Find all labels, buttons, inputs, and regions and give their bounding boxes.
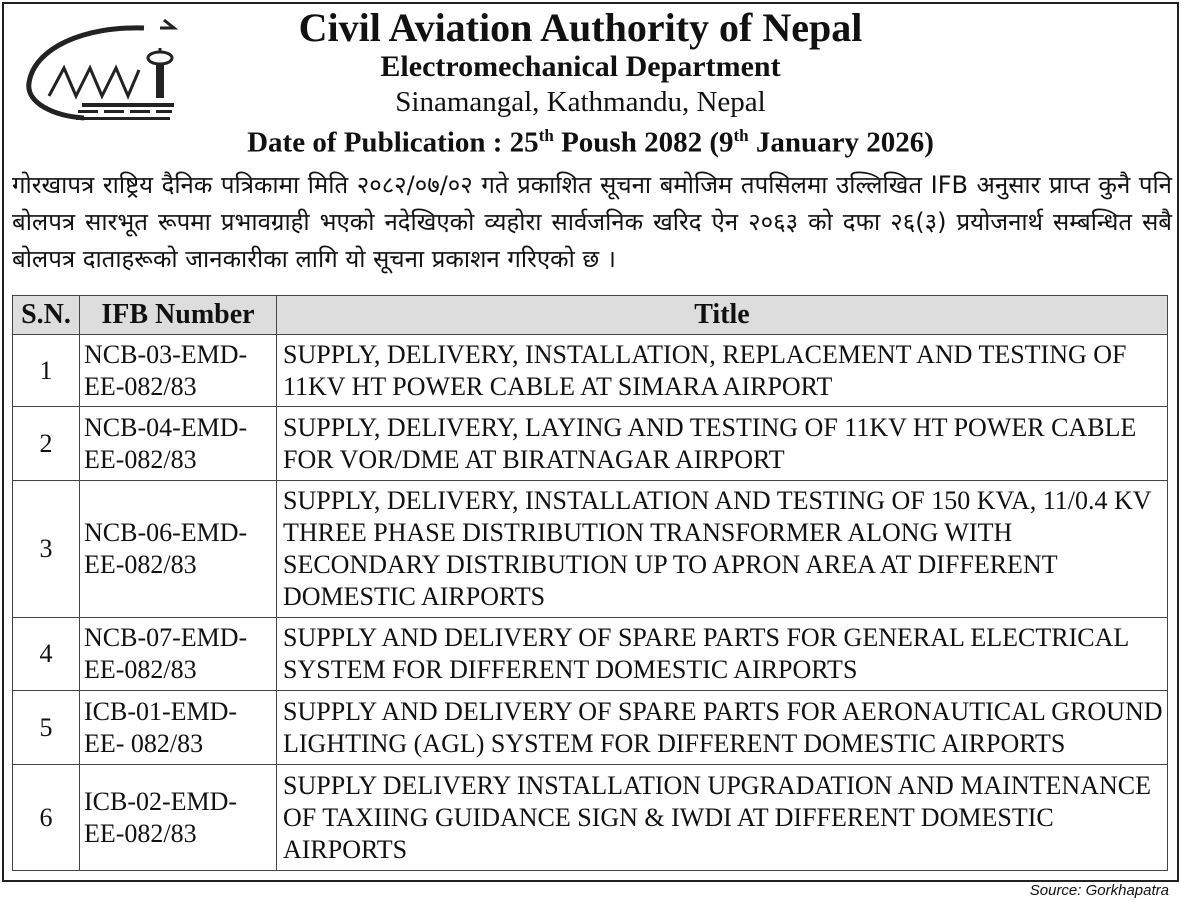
table-row: 2 NCB-04-EMD-EE-082/83 SUPPLY, DELIVERY,… bbox=[12, 406, 1168, 481]
cell-ifb: NCB-04-EMD-EE-082/83 bbox=[79, 406, 277, 481]
cell-sn: 6 bbox=[12, 764, 80, 871]
table-row: 5 ICB-01-EMD-EE- 082/83 SUPPLY AND DELIV… bbox=[12, 690, 1168, 765]
table-row: 1 NCB-03-EMD-EE-082/83 SUPPLY, DELIVERY,… bbox=[12, 334, 1168, 407]
address: Sinamangal, Kathmandu, Nepal bbox=[395, 86, 766, 118]
table-row: 4 NCB-07-EMD-EE-082/83 SUPPLY AND DELIVE… bbox=[12, 617, 1168, 691]
cell-title: SUPPLY, DELIVERY, INSTALLATION, REPLACEM… bbox=[276, 334, 1168, 407]
cell-sn: 1 bbox=[12, 334, 80, 407]
cell-sn: 4 bbox=[12, 617, 80, 691]
ifb-table: S.N. IFB Number Title 1 NCB-03-EMD-EE-08… bbox=[12, 295, 1168, 871]
cell-sn: 3 bbox=[12, 480, 80, 618]
cell-sn: 2 bbox=[12, 406, 80, 481]
cell-title: SUPPLY, DELIVERY, LAYING AND TESTING OF … bbox=[276, 406, 1168, 481]
table-row: 3 NCB-06-EMD-EE-082/83 SUPPLY, DELIVERY,… bbox=[12, 480, 1168, 618]
org-title: Civil Aviation Authority of Nepal bbox=[298, 5, 863, 50]
cell-ifb: NCB-03-EMD-EE-082/83 bbox=[79, 334, 277, 407]
cell-ifb: NCB-06-EMD-EE-082/83 bbox=[79, 480, 277, 618]
table-header-row: S.N. IFB Number Title bbox=[12, 295, 1168, 335]
cell-ifb: NCB-07-EMD-EE-082/83 bbox=[79, 617, 277, 691]
cell-title: SUPPLY AND DELIVERY OF SPARE PARTS FOR A… bbox=[276, 690, 1168, 765]
cell-title: SUPPLY DELIVERY INSTALLATION UPGRADATION… bbox=[276, 764, 1168, 871]
table-row: 6 ICB-02-EMD-EE-082/83 SUPPLY DELIVERY I… bbox=[12, 764, 1168, 871]
cell-ifb: ICB-01-EMD-EE- 082/83 bbox=[79, 690, 277, 765]
cell-title: SUPPLY AND DELIVERY OF SPARE PARTS FOR G… bbox=[276, 617, 1168, 691]
department-name: Electromechanical Department bbox=[380, 50, 781, 83]
cell-ifb: ICB-02-EMD-EE-082/83 bbox=[79, 764, 277, 871]
source-credit: Source: Gorkhapatra bbox=[1029, 882, 1169, 899]
caan-logo bbox=[26, 18, 179, 121]
header-ifb-number: IFB Number bbox=[79, 295, 277, 335]
publication-date: Date of Publication : 25th Poush 2082 (9… bbox=[247, 126, 934, 159]
header-title: Title bbox=[276, 295, 1168, 335]
header-sn: S.N. bbox=[12, 295, 80, 335]
notice-border bbox=[2, 2, 1179, 882]
cell-sn: 5 bbox=[12, 690, 80, 765]
cell-title: SUPPLY, DELIVERY, INSTALLATION AND TESTI… bbox=[276, 480, 1168, 618]
notice-text: गोरखापत्र राष्ट्रिय दैनिक पत्रिकामा मिति… bbox=[12, 171, 1172, 273]
